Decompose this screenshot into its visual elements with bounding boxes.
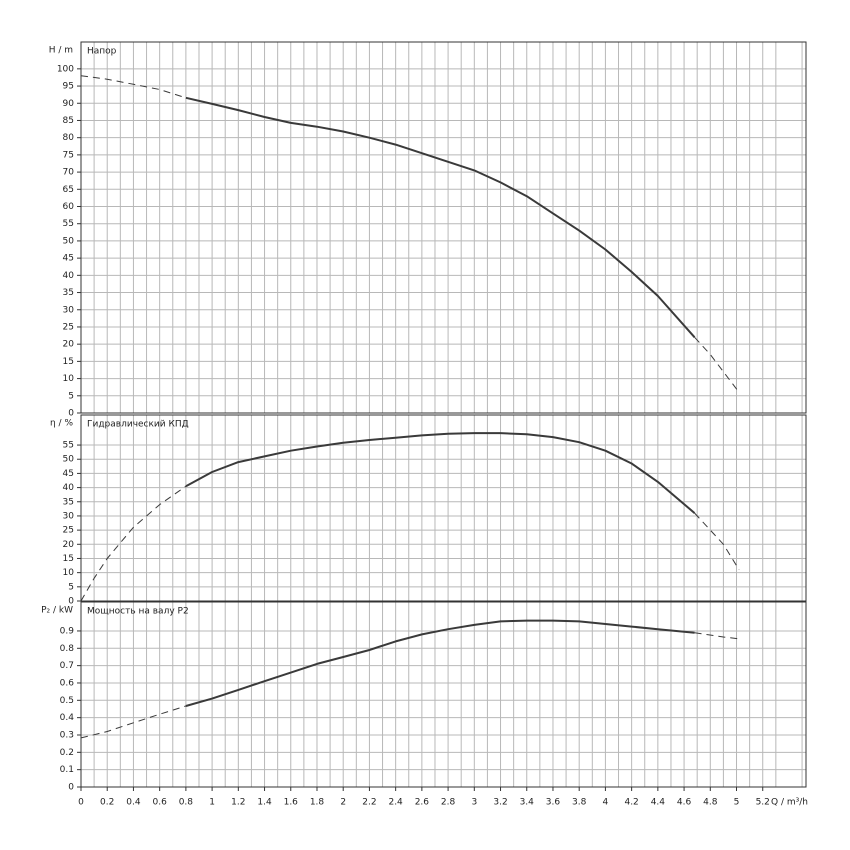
panel-title: Мощность на валу P2 bbox=[87, 607, 189, 617]
y-tick-label: 0.2 bbox=[60, 748, 74, 758]
panel-title: Напор bbox=[87, 47, 117, 57]
y-tick-label: 0 bbox=[68, 783, 74, 793]
y-tick-label: 15 bbox=[63, 357, 74, 367]
y-tick-label: 80 bbox=[63, 133, 75, 143]
x-tick-label: 4.2 bbox=[624, 798, 638, 808]
y-tick-label: 0.5 bbox=[60, 696, 74, 706]
y-tick-label: 30 bbox=[63, 511, 75, 521]
x-tick-label: 4.6 bbox=[677, 798, 692, 808]
x-axis-label: Q / m³/h bbox=[771, 798, 808, 808]
x-tick-label: 0.4 bbox=[126, 798, 141, 808]
y-tick-label: 100 bbox=[57, 64, 74, 74]
x-tick-label: 2 bbox=[340, 798, 346, 808]
x-tick-label: 0.6 bbox=[152, 798, 167, 808]
y-tick-label: 45 bbox=[63, 469, 74, 479]
y-tick-label: 55 bbox=[63, 441, 74, 451]
x-tick-label: 0 bbox=[78, 798, 84, 808]
y-tick-label: 50 bbox=[63, 455, 75, 465]
x-tick-label: 4.4 bbox=[651, 798, 666, 808]
panel-title: Гидравлический КПД bbox=[87, 420, 189, 430]
y-tick-label: 35 bbox=[63, 497, 74, 507]
plot-frame bbox=[80, 41, 807, 414]
y-tick-label: 25 bbox=[63, 526, 74, 536]
y-tick-label: 5 bbox=[68, 391, 74, 401]
y-tick-label: 0 bbox=[68, 597, 74, 607]
y-tick-label: 35 bbox=[63, 288, 74, 298]
y-tick-label: 0.4 bbox=[60, 713, 75, 723]
x-tick-label: 5 bbox=[734, 798, 740, 808]
x-tick-label: 0.8 bbox=[179, 798, 194, 808]
y-tick-label: 0.1 bbox=[60, 765, 74, 775]
plot-frame bbox=[80, 601, 807, 788]
y-tick-label: 15 bbox=[63, 554, 74, 564]
x-tick-label: 1 bbox=[209, 798, 215, 808]
x-tick-label: 2.4 bbox=[388, 798, 403, 808]
y-tick-label: 90 bbox=[63, 99, 75, 109]
curve bbox=[694, 632, 740, 640]
y-tick-label: 10 bbox=[63, 374, 75, 384]
x-tick-label: 2.8 bbox=[441, 798, 456, 808]
curve bbox=[185, 432, 696, 514]
y-tick-label: 0.9 bbox=[60, 626, 75, 636]
x-tick-label: 0.2 bbox=[100, 798, 114, 808]
x-tick-label: 4 bbox=[603, 798, 609, 808]
x-tick-label: 3.6 bbox=[546, 798, 561, 808]
x-tick-label: 1.8 bbox=[310, 798, 325, 808]
y-tick-label: 55 bbox=[63, 219, 74, 229]
curve bbox=[185, 619, 695, 707]
y-tick-label: 45 bbox=[63, 254, 74, 264]
curve bbox=[694, 512, 740, 571]
y-tick-label: 25 bbox=[63, 322, 74, 332]
x-tick-label: 2.2 bbox=[362, 798, 376, 808]
y-tick-label: 40 bbox=[63, 271, 75, 281]
y-tick-label: 65 bbox=[63, 185, 74, 195]
curve bbox=[80, 705, 187, 739]
y-tick-label: 0.8 bbox=[60, 644, 75, 654]
y-tick-label: 10 bbox=[63, 568, 75, 578]
curve bbox=[185, 96, 696, 338]
y-tick-label: 50 bbox=[63, 236, 75, 246]
y-axis-label: η / % bbox=[50, 419, 73, 429]
x-tick-label: 3.8 bbox=[572, 798, 587, 808]
curve bbox=[694, 336, 740, 393]
x-tick-label: 1.4 bbox=[257, 798, 272, 808]
y-tick-label: 20 bbox=[63, 540, 75, 550]
y-tick-label: 0.7 bbox=[60, 661, 74, 671]
y-tick-label: 85 bbox=[63, 116, 74, 126]
y-tick-label: 0 bbox=[68, 409, 74, 419]
y-tick-label: 30 bbox=[63, 305, 75, 315]
y-tick-label: 0.6 bbox=[60, 678, 75, 688]
y-tick-label: 5 bbox=[68, 582, 74, 592]
x-tick-label: 3 bbox=[471, 798, 477, 808]
x-tick-label: 4.8 bbox=[703, 798, 718, 808]
x-tick-label: 1.6 bbox=[284, 798, 299, 808]
y-tick-label: 95 bbox=[63, 82, 74, 92]
y-tick-label: 0.3 bbox=[60, 730, 74, 740]
y-tick-label: 20 bbox=[63, 340, 75, 350]
y-axis-label: H / m bbox=[49, 46, 73, 56]
y-tick-label: 60 bbox=[63, 202, 75, 212]
x-tick-label: 1.2 bbox=[231, 798, 245, 808]
x-tick-label: 5.2 bbox=[756, 798, 770, 808]
x-tick-label: 2.6 bbox=[415, 798, 430, 808]
plot-frame bbox=[80, 414, 807, 602]
x-tick-label: 3.4 bbox=[520, 798, 535, 808]
x-tick-label: 3.2 bbox=[493, 798, 507, 808]
y-tick-label: 75 bbox=[63, 150, 74, 160]
y-tick-label: 40 bbox=[63, 483, 75, 493]
curve bbox=[80, 75, 187, 99]
y-axis-label: P₂ / kW bbox=[41, 606, 73, 616]
y-tick-label: 70 bbox=[63, 168, 75, 178]
